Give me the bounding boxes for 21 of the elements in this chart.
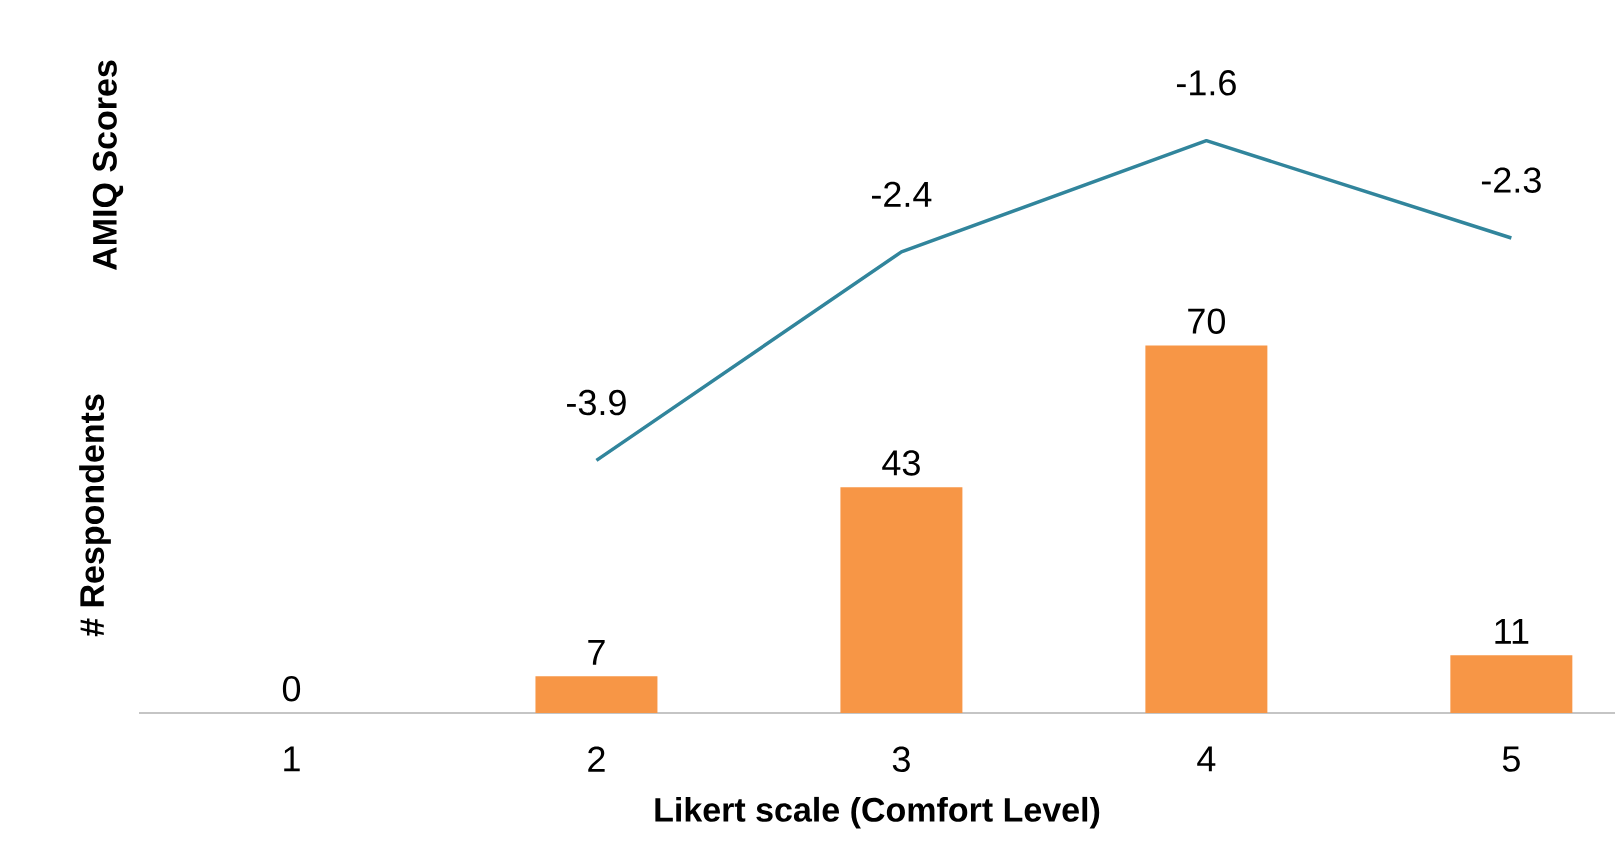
x-tick-label: 5 xyxy=(1502,746,1520,772)
x-tick-label: 1 xyxy=(284,746,300,772)
bar xyxy=(1450,655,1573,713)
y2-axis-title: AMIQ Scores xyxy=(92,60,124,270)
x-tick-label: 4 xyxy=(1197,746,1216,772)
data-label: -3.9 xyxy=(567,389,626,416)
y-axis-title: # Respondents xyxy=(79,394,111,637)
x-tick-label: 3 xyxy=(892,746,910,773)
data-label: 11 xyxy=(1495,618,1529,644)
data-label: -1.6 xyxy=(1176,70,1236,96)
data-label: -2.4 xyxy=(872,181,932,207)
bar xyxy=(535,676,658,713)
x-tick-label: 2 xyxy=(588,746,605,772)
bar xyxy=(840,487,963,713)
data-label: 43 xyxy=(882,450,920,476)
data-label: -2.3 xyxy=(1481,167,1541,193)
data-label: 7 xyxy=(588,639,605,665)
data-label: 70 xyxy=(1188,308,1225,334)
x-axis-title: Likert scale (Comfort Level) xyxy=(655,796,1100,829)
bar xyxy=(1145,345,1268,713)
data-label: 0 xyxy=(282,675,301,702)
